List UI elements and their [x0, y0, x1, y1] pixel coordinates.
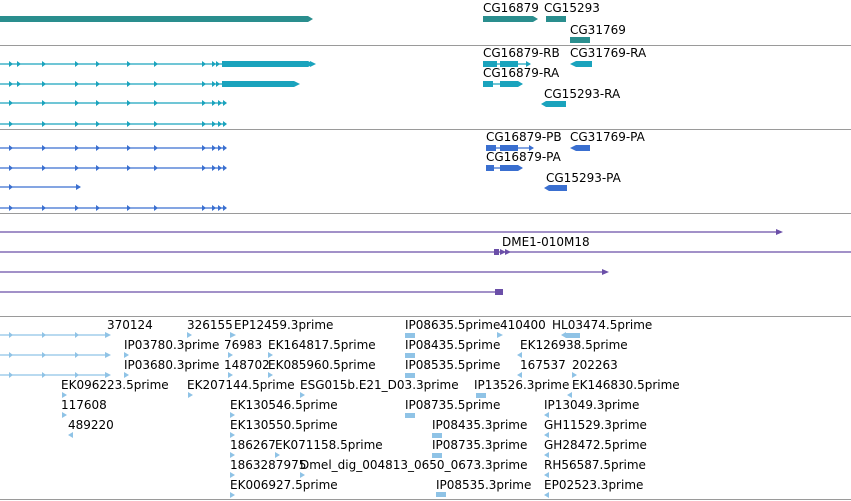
protein-feature[interactable]: [486, 165, 494, 171]
est-label[interactable]: EK006927.5prime: [230, 478, 338, 492]
gene-label[interactable]: CG15293: [544, 1, 600, 15]
transcript-arrows: [9, 100, 227, 106]
track-dividers: [0, 45, 851, 500]
transcript-label[interactable]: CG15293-RA: [544, 87, 621, 101]
est-track: 370124 326155 EP12459.3prime IP08635.5pr…: [0, 318, 680, 498]
transcript-feature[interactable]: [576, 61, 592, 67]
gene-label[interactable]: CG16879: [483, 1, 539, 15]
protein-feature[interactable]: [500, 145, 518, 151]
transcript-feature[interactable]: [500, 61, 518, 67]
est-label[interactable]: EK085960.5prime: [268, 358, 376, 372]
est-label[interactable]: IP08735.5prime: [405, 398, 500, 412]
gene-arrow: [533, 16, 538, 22]
protein-feature[interactable]: [486, 145, 496, 151]
est-label[interactable]: IP03680.3prime: [124, 358, 219, 372]
transcript-track: CG16879-RB CG31769-RA CG16879-RA CG15293…: [0, 46, 647, 127]
transcript-arrows: [9, 121, 227, 127]
est-label[interactable]: Dmel_dig_004813_0650_0673.3prime: [300, 458, 528, 472]
est-label[interactable]: IP08535.3prime: [436, 478, 531, 492]
est-label[interactable]: EK207144.5prime: [187, 378, 295, 392]
transcript-feature[interactable]: [222, 81, 294, 87]
est-label[interactable]: 186267: [230, 438, 276, 452]
clone-track: DME1-010M18: [0, 229, 851, 295]
gene-label[interactable]: CG31769: [570, 23, 626, 37]
gene-feature[interactable]: [483, 16, 533, 22]
est-label[interactable]: 148702: [224, 358, 270, 372]
protein-arrows: [9, 145, 227, 211]
gene-feature[interactable]: [546, 16, 566, 22]
protein-label[interactable]: CG16879-PA: [486, 150, 562, 164]
est-label[interactable]: EK130546.5prime: [230, 398, 338, 412]
est-label[interactable]: EK126938.5prime: [520, 338, 628, 352]
transcript-feature[interactable]: [500, 81, 518, 87]
est-arrows: [9, 332, 111, 378]
est-label[interactable]: ESG015b.E21_D03.3prime: [300, 378, 459, 392]
est-label[interactable]: IP13049.3prime: [544, 398, 639, 412]
est-label[interactable]: IP13526.3prime: [474, 378, 569, 392]
est-label[interactable]: IP08735.3prime: [432, 438, 527, 452]
est-label[interactable]: IP08435.3prime: [432, 418, 527, 432]
protein-feature[interactable]: [549, 185, 567, 191]
est-label[interactable]: IP03780.3prime: [124, 338, 219, 352]
est-label[interactable]: 1863287975: [230, 458, 306, 472]
est-label[interactable]: IP08535.5prime: [405, 358, 500, 372]
gene-track: CG16879 CG15293 CG31769: [0, 1, 626, 43]
est-label[interactable]: EK146830.5prime: [572, 378, 680, 392]
transcript-label[interactable]: CG16879-RA: [483, 66, 560, 80]
clone-label[interactable]: DME1-010M18: [502, 235, 590, 249]
est-label[interactable]: 117608: [61, 398, 107, 412]
est-label[interactable]: 76983: [224, 338, 262, 352]
transcript-feature[interactable]: [483, 81, 493, 87]
protein-label[interactable]: CG15293-PA: [546, 171, 622, 185]
protein-track: CG16879-PB CG31769-PA CG16879-PA CG15293…: [0, 130, 646, 211]
est-label[interactable]: EP12459.3prime: [234, 318, 333, 332]
est-label[interactable]: 167537: [520, 358, 566, 372]
est-label[interactable]: EK096223.5prime: [61, 378, 169, 392]
transcript-feature[interactable]: [546, 101, 566, 107]
protein-feature[interactable]: [576, 145, 590, 151]
gene-arrow: [308, 16, 313, 22]
est-label[interactable]: 489220: [68, 418, 114, 432]
est-label[interactable]: 410400: [500, 318, 546, 332]
transcript-feature[interactable]: [222, 61, 308, 67]
est-label[interactable]: EP02523.3prime: [544, 478, 643, 492]
transcript-arrows: [9, 81, 220, 87]
transcript-feature[interactable]: [483, 61, 497, 67]
est-label[interactable]: GH11529.3prime: [544, 418, 647, 432]
est-label[interactable]: 326155: [187, 318, 233, 332]
est-label[interactable]: EK130550.5prime: [230, 418, 338, 432]
est-label[interactable]: 370124: [107, 318, 153, 332]
protein-feature[interactable]: [500, 165, 518, 171]
est-label[interactable]: RH56587.5prime: [544, 458, 646, 472]
protein-label[interactable]: CG31769-PA: [570, 130, 646, 144]
transcript-arrows: [9, 61, 220, 67]
gene-feature[interactable]: [570, 37, 590, 43]
protein-label[interactable]: CG16879-PB: [486, 130, 562, 144]
est-label[interactable]: EK071158.5prime: [275, 438, 383, 452]
est-markers: [62, 332, 580, 498]
est-label[interactable]: 202263: [572, 358, 618, 372]
est-label[interactable]: GH28472.5prime: [544, 438, 647, 452]
gene-feature[interactable]: [0, 16, 308, 22]
est-label[interactable]: IP08435.5prime: [405, 338, 500, 352]
est-label[interactable]: HL03474.5prime: [552, 318, 652, 332]
transcript-label[interactable]: CG31769-RA: [570, 46, 647, 60]
transcript-label[interactable]: CG16879-RB: [483, 46, 560, 60]
est-label[interactable]: IP08635.5prime: [405, 318, 500, 332]
est-label[interactable]: EK164817.5prime: [268, 338, 376, 352]
